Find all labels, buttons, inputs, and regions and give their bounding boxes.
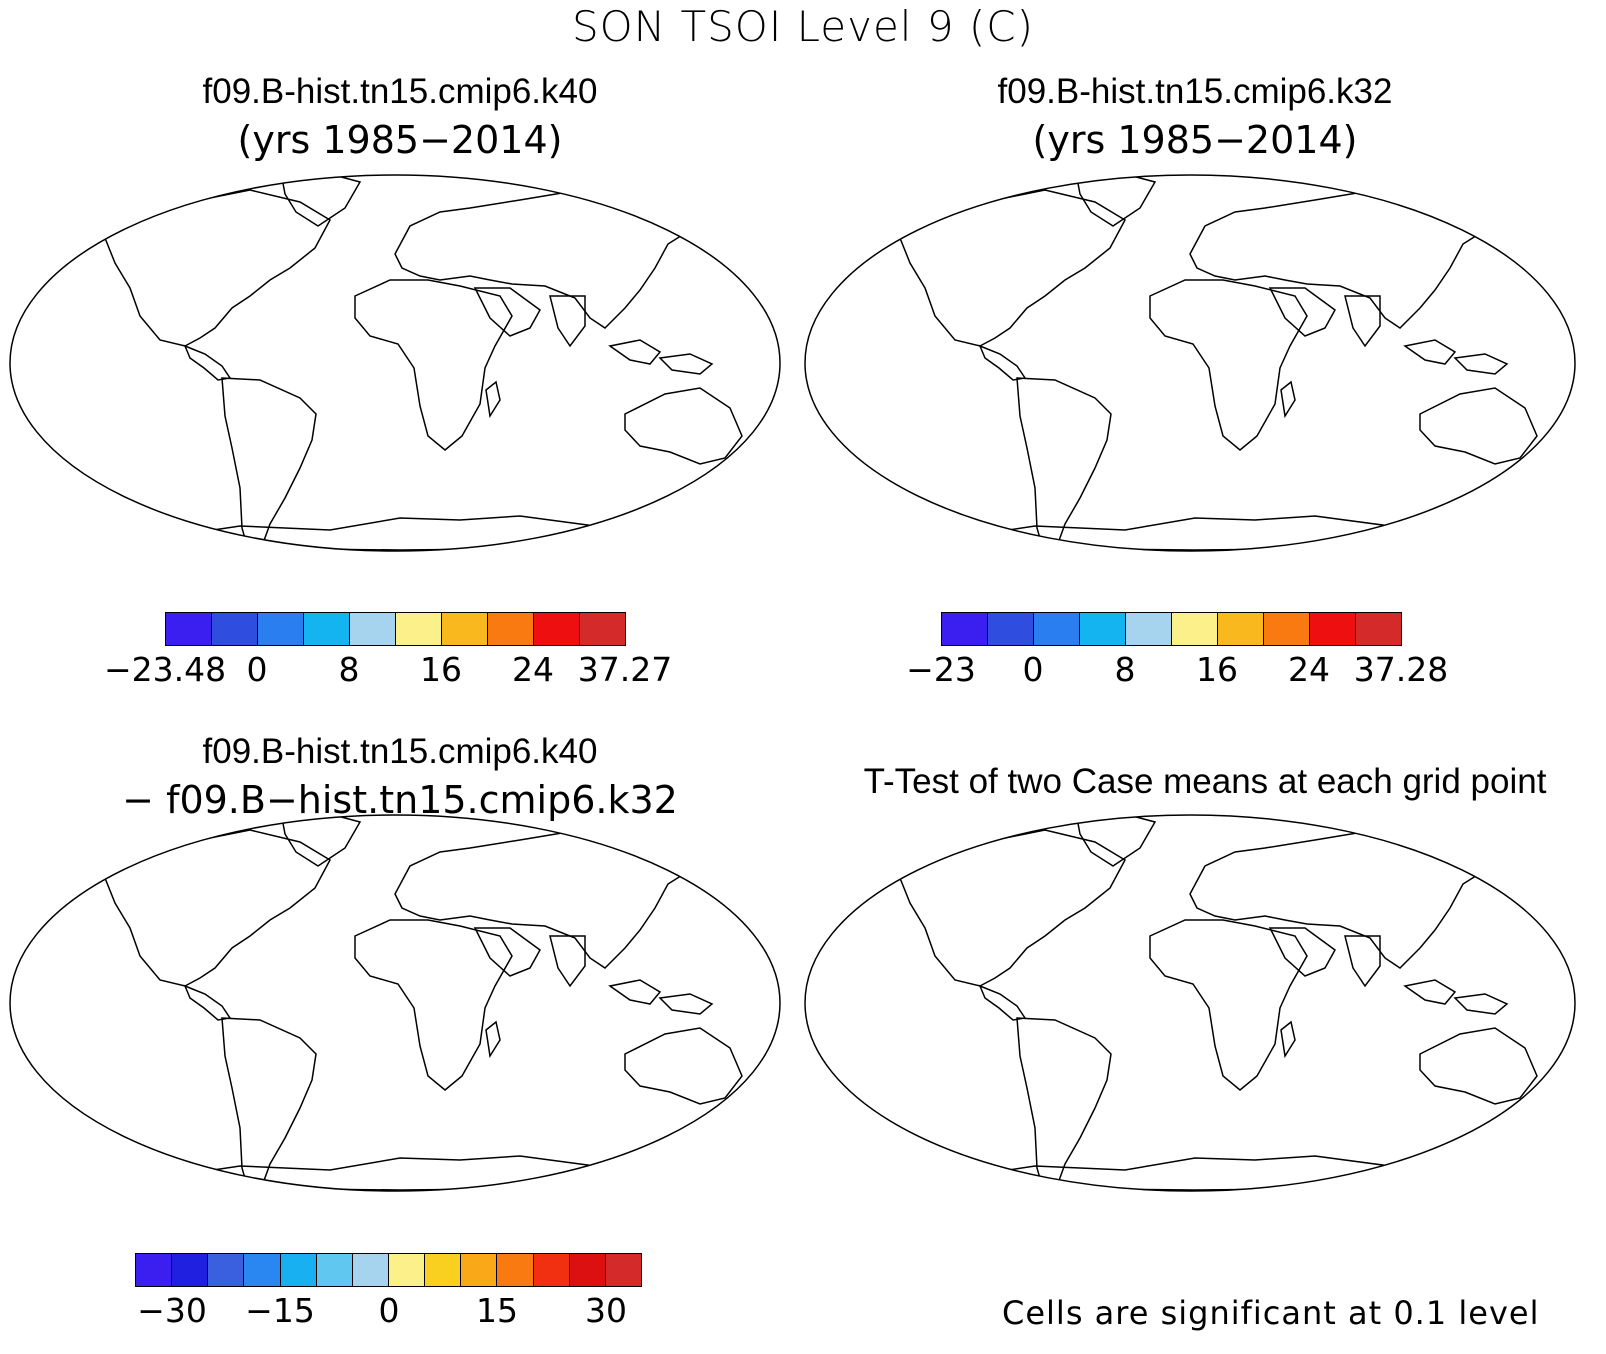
map-difference: [9, 814, 781, 1192]
colorbar-2-tick: 16: [1196, 650, 1238, 689]
colorbar-swatch: [396, 613, 442, 645]
colorbar-swatch: [388, 1254, 426, 1286]
colorbar-3-tick: 15: [476, 1291, 518, 1330]
colorbar-swatch: [1356, 613, 1401, 645]
map-ttest: [804, 814, 1576, 1192]
colorbar-swatch: [533, 1254, 570, 1286]
colorbar-swatch: [304, 613, 350, 645]
colorbar-difference: [135, 1253, 642, 1287]
colorbar-swatch: [425, 1254, 462, 1286]
colorbar-swatch: [1080, 613, 1126, 645]
colorbar-case1: [165, 612, 626, 646]
colorbar-2-tick: 8: [1114, 650, 1136, 689]
colorbar-2-tick: 24: [1288, 650, 1330, 689]
colorbar-1-tick: 16: [420, 650, 462, 689]
panel-1-subtitle: (yrs 1985−2014): [237, 118, 563, 162]
figure-title: SON TSOI Level 9 (C): [572, 2, 1034, 51]
colorbar-swatch: [461, 1254, 498, 1286]
colorbar-swatch: [1126, 613, 1172, 645]
colorbar-1-tick: 8: [338, 650, 360, 689]
significance-note: Cells are significant at 0.1 level: [1002, 1294, 1540, 1332]
colorbar-1-tick: 24: [512, 650, 554, 689]
colorbar-swatch: [497, 1254, 534, 1286]
colorbar-1-tick: 0: [246, 650, 268, 689]
colorbar-3-tick: 0: [378, 1291, 400, 1330]
colorbar-swatch: [166, 613, 212, 645]
colorbar-swatch: [316, 1254, 353, 1286]
panel-2-title: f09.B-hist.tn15.cmip6.k32: [997, 72, 1393, 111]
colorbar-swatch: [136, 1254, 173, 1286]
colorbar-swatch: [208, 1254, 245, 1286]
colorbar-swatch: [1034, 613, 1080, 645]
panel-4-title: T-Test of two Case means at each grid po…: [863, 762, 1547, 801]
colorbar-3-tick: 30: [585, 1291, 627, 1330]
colorbar-swatch: [569, 1254, 606, 1286]
colorbar-swatch: [605, 1254, 641, 1286]
colorbar-2-tick: 37.28: [1353, 650, 1449, 689]
colorbar-swatch: [942, 613, 988, 645]
colorbar-swatch: [352, 1254, 389, 1286]
colorbar-swatch: [172, 1254, 209, 1286]
colorbar-swatch: [1172, 613, 1218, 645]
colorbar-swatch: [212, 613, 258, 645]
colorbar-3-tick: −30: [137, 1291, 207, 1330]
colorbar-2-tick: −23: [906, 650, 976, 689]
colorbar-swatch: [244, 1254, 281, 1286]
map-case2: [804, 174, 1576, 552]
colorbar-2-tick: 0: [1022, 650, 1044, 689]
colorbar-1-tick: 37.27: [577, 650, 673, 689]
colorbar-swatch: [280, 1254, 317, 1286]
colorbar-swatch: [258, 613, 304, 645]
colorbar-swatch: [988, 613, 1034, 645]
colorbar-swatch: [1218, 613, 1264, 645]
panel-2-subtitle: (yrs 1985−2014): [1032, 118, 1358, 162]
panel-1-title: f09.B-hist.tn15.cmip6.k40: [202, 72, 598, 111]
colorbar-swatch: [350, 613, 396, 645]
colorbar-swatch: [1310, 613, 1356, 645]
panel-3-title: f09.B-hist.tn15.cmip6.k40: [202, 732, 598, 771]
colorbar-case2: [941, 612, 1402, 646]
colorbar-3-tick: −15: [245, 1291, 315, 1330]
colorbar-swatch: [534, 613, 580, 645]
colorbar-swatch: [580, 613, 625, 645]
colorbar-swatch: [1264, 613, 1310, 645]
colorbar-1-tick: −23.48: [103, 650, 227, 689]
colorbar-swatch: [488, 613, 534, 645]
map-case1: [9, 174, 781, 552]
colorbar-swatch: [442, 613, 488, 645]
